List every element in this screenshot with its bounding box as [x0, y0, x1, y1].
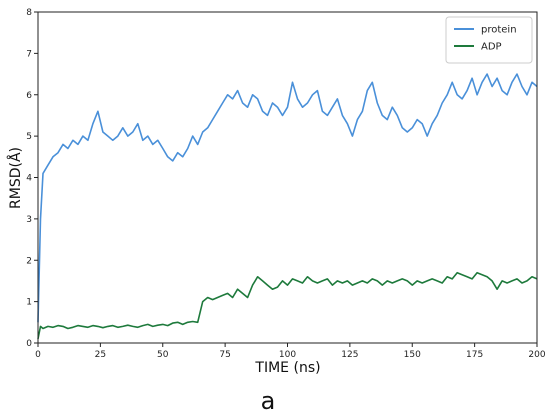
ticks-layer: 0 25 50 75 100 125 150 175 200 0 1 2 3 4 5 6 7 8	[26, 8, 546, 360]
x-axis-title: TIME (ns)	[254, 360, 320, 376]
x-tick-label: 25	[95, 350, 106, 360]
series-line-protein	[37, 73, 538, 323]
figure-caption: a	[261, 387, 276, 415]
x-tick-label: 175	[466, 350, 483, 360]
y-tick-label: 5	[26, 132, 32, 142]
x-tick-label: 0	[35, 350, 41, 360]
x-tick-label: 150	[404, 350, 421, 360]
x-tick-label: 100	[279, 350, 296, 360]
legend-label-adp: ADP	[481, 42, 502, 53]
y-axis-title: RMSD(Å)	[7, 147, 24, 209]
x-tick-label: 75	[219, 350, 230, 360]
y-tick-label: 2	[26, 256, 32, 266]
legend-label-protein: protein	[481, 25, 517, 36]
y-tick-label: 1	[26, 298, 32, 308]
y-tick-label: 8	[26, 8, 32, 18]
y-tick-label: 4	[26, 174, 32, 184]
x-tick-label: 125	[341, 350, 358, 360]
y-tick-label: 3	[26, 215, 32, 225]
x-tick-label: 200	[528, 350, 545, 360]
x-tick-label: 50	[157, 350, 169, 360]
series-line-adp	[37, 271, 538, 340]
legend: protein ADP	[445, 16, 533, 64]
y-tick-label: 7	[26, 49, 32, 59]
series-layer	[37, 73, 538, 340]
y-tick-label: 6	[26, 91, 32, 101]
y-tick-label: 0	[26, 339, 32, 349]
